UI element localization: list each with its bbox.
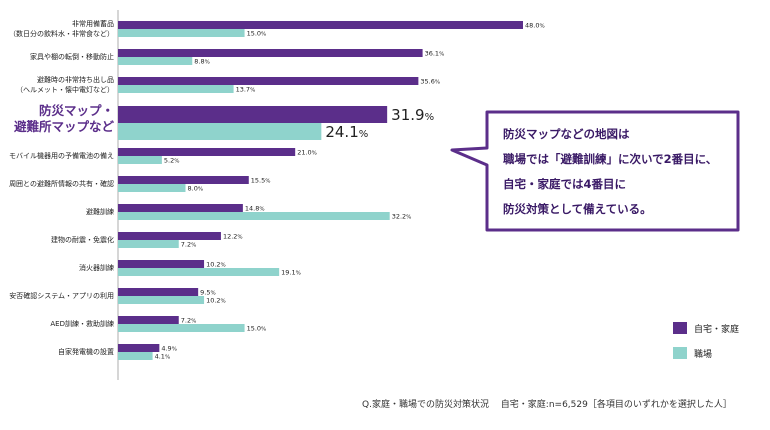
bar-home-2	[118, 77, 419, 85]
bar-work-3	[118, 123, 322, 140]
bar-home-5	[118, 176, 249, 184]
category-label-5: 周囲との避難所情報の共有・確認	[9, 179, 114, 188]
value-label-work-5: 8.0%	[188, 185, 204, 193]
category-label-9: 安否確認システム・アプリの利用	[9, 291, 114, 300]
labels-layer: 48.0% 15.0% 非常用備蓄品（数日分の飲料水・非常食など） 36.1% 8.8%…	[9, 19, 545, 361]
bars-layer	[118, 21, 523, 360]
value-label-work-11: 4.1%	[155, 353, 171, 361]
legend: 自宅・家庭 職場	[673, 322, 739, 360]
bar-work-6	[118, 212, 390, 220]
bar-home-4	[118, 148, 296, 156]
value-label-home-2: 35.6%	[420, 78, 440, 86]
value-label-work-10: 15.0%	[247, 325, 267, 333]
callout-line-4: 防災対策として備えている。	[503, 202, 652, 216]
category-label-7: 建物の耐震・免震化	[51, 235, 114, 244]
bar-work-11	[118, 352, 153, 360]
bar-work-4	[118, 156, 162, 164]
value-label-home-7: 12.2%	[223, 233, 243, 241]
category-label-1: 家具や棚の転倒・移動防止	[30, 52, 114, 61]
value-label-home-8: 10.2%	[206, 261, 226, 269]
category-label-8: 消火器訓練	[79, 263, 114, 272]
footnote: Q.家庭・職場での防災対策状況 自宅・家庭:n=6,529［各項目のいずれかを選…	[362, 398, 732, 410]
value-label-work-1: 8.8%	[194, 58, 210, 66]
legend-label-work: 職場	[694, 348, 712, 360]
bar-home-6	[118, 204, 243, 212]
bar-home-11	[118, 344, 160, 352]
value-label-work-4: 5.2%	[164, 157, 180, 165]
bar-home-9	[118, 288, 199, 296]
value-label-work-3: 24.1%	[325, 123, 368, 141]
value-label-home-1: 36.1%	[425, 50, 445, 58]
value-label-home-11: 4.9%	[161, 345, 177, 353]
bar-home-1	[118, 49, 423, 57]
value-label-work-7: 7.2%	[181, 241, 197, 249]
category-label-2: 避難時の非常持ち出し品（ヘルメット・懐中電灯など）	[16, 75, 114, 94]
bar-work-2	[118, 85, 234, 93]
value-label-work-8: 19.1%	[281, 269, 301, 277]
callout-line-3: 自宅・家庭では4番目に	[503, 177, 626, 191]
legend-swatch-work	[673, 347, 687, 359]
value-label-home-9: 9.5%	[200, 289, 216, 297]
category-label-11: 自家発電機の設置	[58, 347, 114, 356]
value-label-work-0: 15.0%	[247, 30, 267, 38]
callout-box	[450, 110, 740, 232]
value-label-home-5: 15.5%	[251, 177, 271, 185]
bar-home-7	[118, 232, 221, 240]
legend-swatch-home	[673, 322, 687, 334]
bar-work-9	[118, 296, 205, 304]
value-label-work-6: 32.2%	[392, 213, 412, 221]
bar-home-10	[118, 316, 179, 324]
callout-line-1: 防災マップなどの地図は	[503, 127, 630, 141]
bar-home-3	[118, 106, 388, 123]
legend-label-home: 自宅・家庭	[694, 323, 739, 335]
category-label-10: AED訓練・救助訓練	[50, 319, 114, 328]
value-label-home-3: 31.9%	[391, 106, 434, 124]
bar-work-8	[118, 268, 280, 276]
bar-home-8	[118, 260, 205, 268]
value-label-home-4: 21.0%	[297, 149, 317, 157]
callout: 防災マップなどの地図は 職場では「避難訓練」に次いで2番目に、 自宅・家庭では4…	[450, 110, 740, 232]
value-label-home-6: 14.8%	[245, 205, 265, 213]
value-label-work-9: 10.2%	[206, 297, 226, 305]
value-label-work-2: 13.7%	[236, 86, 256, 94]
category-label-6: 避難訓練	[86, 207, 114, 216]
bar-home-0	[118, 21, 523, 29]
value-label-home-10: 7.2%	[181, 317, 197, 325]
bar-work-10	[118, 324, 245, 332]
bar-work-0	[118, 29, 245, 37]
value-label-home-0: 48.0%	[525, 22, 545, 30]
callout-line-2: 職場では「避難訓練」に次いで2番目に、	[503, 152, 717, 166]
category-label-4: モバイル機器用の予備電池の備え	[9, 151, 114, 160]
bar-work-7	[118, 240, 179, 248]
category-label-3: 防災マップ・避難所マップなど	[14, 103, 115, 134]
bar-work-5	[118, 184, 186, 192]
bar-work-1	[118, 57, 193, 65]
category-label-0: 非常用備蓄品（数日分の飲料水・非常食など）	[9, 19, 114, 38]
